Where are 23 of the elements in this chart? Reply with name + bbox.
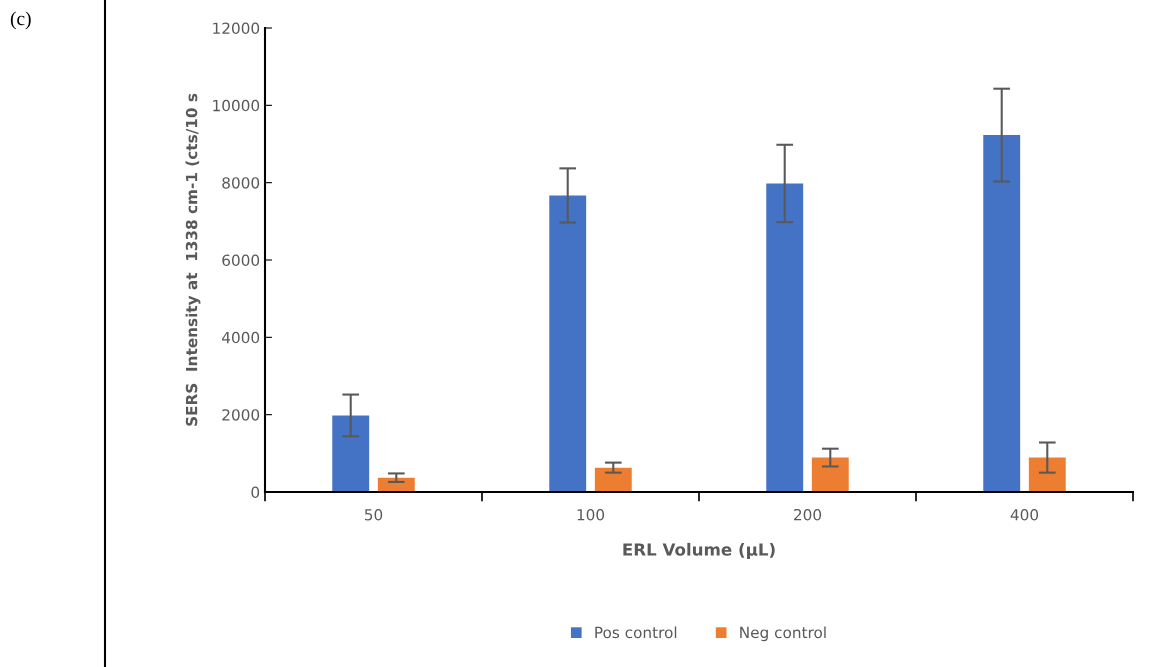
- x-tick-label: 100: [577, 508, 605, 521]
- bar: [811, 457, 849, 492]
- bar: [549, 195, 587, 492]
- y-axis-title: SERS Intensity at 1338 cm-1 (cts/10 s: [185, 93, 201, 426]
- text: (c): [10, 11, 31, 30]
- y-tick-label: 12000: [213, 22, 260, 35]
- legend-label: Pos control: [595, 626, 677, 639]
- x-tick-label: 200: [794, 508, 822, 521]
- y-tick-label: 4000: [222, 331, 260, 344]
- legend-label: Neg control: [740, 626, 826, 642]
- y-tick-label: 2000: [222, 409, 260, 421]
- x-axis-title: ERL Volume (µL): [623, 542, 775, 560]
- bar: [332, 415, 370, 492]
- y-tick-label: 10000: [213, 99, 260, 112]
- bar: [983, 135, 1021, 492]
- y-tick-label: 0: [251, 486, 260, 499]
- y-tick-label: 8000: [222, 177, 260, 189]
- bar: [766, 183, 804, 492]
- x-tick-label: 400: [1010, 508, 1039, 521]
- y-tick-label: 6000: [222, 254, 260, 267]
- x-tick-label: 50: [364, 508, 383, 521]
- bar: [1028, 457, 1066, 492]
- bar: [594, 467, 632, 492]
